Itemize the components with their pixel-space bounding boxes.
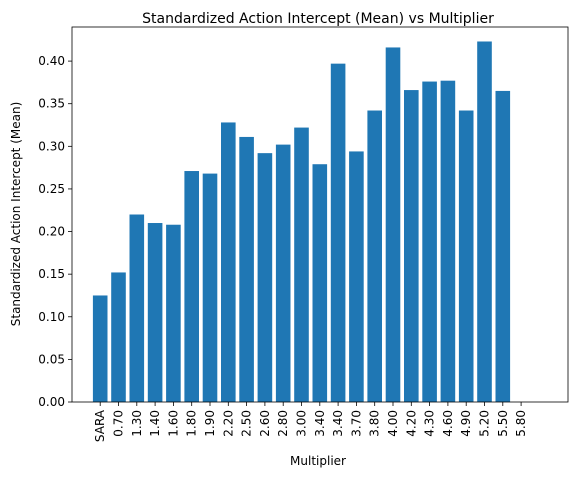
bar-9 [257, 153, 273, 402]
x-tick-label-21: 5.20 [478, 410, 492, 437]
bar-19 [440, 80, 456, 402]
y-axis: 0.00 0.05 0.10 0.15 0.20 0.25 0.30 0.35 0.40 [38, 54, 72, 409]
x-tick-label-0: SARA [93, 409, 107, 442]
x-tick-label-19: 4.60 [441, 410, 455, 437]
bar-16 [385, 47, 401, 402]
y-tick-label-4: 0.20 [38, 225, 65, 239]
bar-5 [184, 171, 199, 402]
x-tick-label-14: 3.70 [349, 410, 363, 437]
y-tick-label-6: 0.30 [38, 139, 65, 153]
x-tick-label-5: 1.80 [185, 410, 199, 437]
x-tick-label-23: 5.80 [514, 410, 528, 437]
x-tick-label-13: 3.40 [331, 410, 345, 437]
bar-20 [458, 110, 474, 403]
bar-4 [166, 224, 181, 402]
bar-12 [312, 164, 328, 402]
x-tick-label-10: 2.80 [276, 410, 290, 437]
y-tick-label-8: 0.40 [38, 54, 65, 68]
x-tick-label-4: 1.60 [166, 410, 180, 437]
x-tick-label-3: 1.40 [148, 410, 162, 437]
y-tick-label-3: 0.15 [38, 267, 65, 281]
x-tick-label-12: 3.40 [313, 410, 327, 437]
bar-3 [147, 223, 163, 402]
x-tick-label-15: 3.80 [368, 410, 382, 437]
x-tick-label-20: 4.90 [459, 410, 473, 437]
x-tick-label-9: 2.60 [258, 410, 272, 437]
y-tick-label-2: 0.10 [38, 310, 65, 324]
x-tick-label-18: 4.30 [423, 410, 437, 437]
bar-22 [495, 90, 511, 403]
bar-0 [92, 295, 108, 402]
x-axis: SARA 0.70 1.30 1.40 1.60 1.80 1.90 2.20 2.50 2.60… [93, 402, 528, 442]
bar-18 [422, 81, 437, 403]
bar-15 [367, 110, 382, 403]
bar-10 [275, 144, 291, 403]
bar-14 [349, 151, 364, 402]
x-tick-label-2: 1.30 [130, 410, 144, 437]
bar-6 [202, 173, 218, 402]
bar-13 [330, 63, 346, 403]
y-tick-label-1: 0.05 [38, 352, 65, 366]
x-tick-label-1: 0.70 [112, 410, 126, 437]
x-tick-label-16: 4.00 [386, 410, 400, 437]
x-tick-label-17: 4.20 [404, 410, 418, 437]
bar-21 [477, 41, 492, 403]
x-tick-label-7: 2.20 [221, 410, 235, 437]
x-tick-label-22: 5.50 [496, 410, 510, 437]
x-tick-label-6: 1.90 [203, 410, 217, 437]
bar-8 [239, 136, 254, 402]
bar-7 [221, 122, 236, 402]
x-tick-label-11: 3.00 [295, 410, 309, 437]
y-axis-label: Standardized Action Intercept (Mean) [9, 102, 23, 327]
y-tick-label-0: 0.00 [38, 395, 65, 409]
y-tick-label-7: 0.35 [38, 97, 65, 111]
bar-17 [404, 90, 419, 402]
bar-11 [294, 127, 309, 402]
bars [92, 41, 511, 403]
y-tick-label-5: 0.25 [38, 182, 65, 196]
x-axis-label: Multiplier [290, 454, 346, 468]
bar-1 [111, 272, 126, 402]
bar-2 [129, 214, 145, 402]
chart-title: Standardized Action Intercept (Mean) vs … [142, 11, 494, 27]
x-tick-label-8: 2.50 [240, 410, 254, 437]
